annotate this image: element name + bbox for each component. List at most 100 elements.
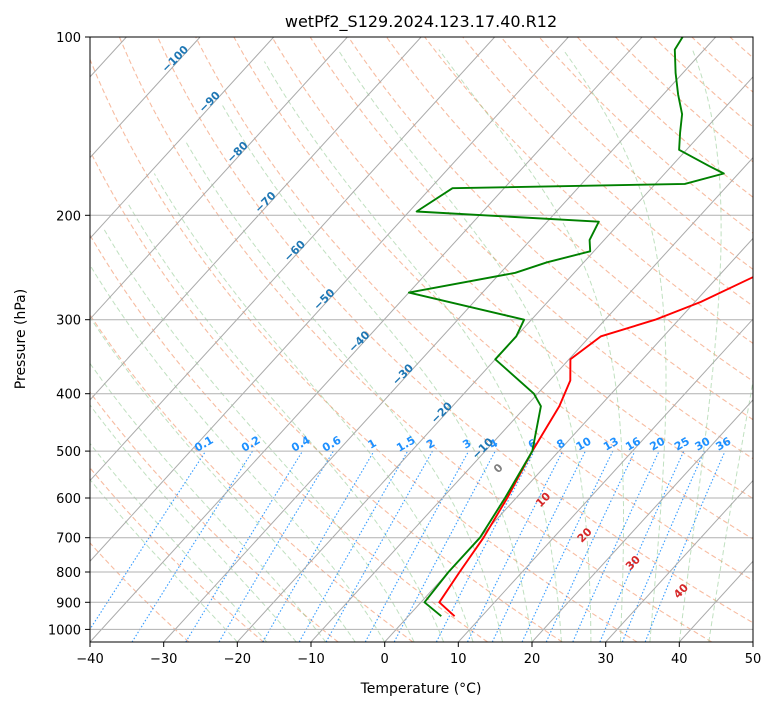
isotherm-line [752,641,753,642]
dry-adiabat-label: −30 [390,361,417,388]
moist-adiabat-label: 10 [533,490,553,510]
dry-adiabat-label: −20 [428,399,455,426]
dry-adiabat-line [615,37,753,163]
isotherm-line [310,156,753,642]
moist-adiabat-label: 30 [623,553,643,573]
mixing-ratio-line [644,450,726,642]
mixing-ratio-line [90,450,207,631]
y-tick-label: 500 [56,445,81,460]
isotherm-line [163,37,717,642]
dry-adiabat-line [233,37,753,540]
dry-adiabat-label: −90 [196,89,223,116]
isotherm-line [531,399,753,642]
profile-lines [407,37,753,617]
mixing-ratio-line [599,450,685,642]
moist-adiabat-label: 0 [491,461,506,476]
x-tick-label: 50 [745,652,762,667]
mixing-ratio-line [572,450,660,642]
mixing-ratio-line [491,450,586,642]
dry-adiabat-line [157,37,753,624]
y-tick-label: 100 [56,31,81,46]
moist-adiabat-line [678,49,722,642]
x-tick-label: 0 [381,652,389,667]
dry-adiabat-line [691,37,753,93]
isotherm-line [90,37,201,159]
plot-frame [89,36,754,643]
mixing-ratio-line [325,450,433,642]
y-axis-label: Pressure (hPa) [13,289,29,389]
background-lines [90,37,775,642]
mixing-ratio-line [185,450,304,642]
mixing-ratio-label: 2 [424,437,437,452]
x-tick-label: −10 [297,652,324,667]
mixing-ratio-line [393,450,496,642]
mixing-ratio-line [521,450,614,642]
dry-adiabat-line [118,37,712,642]
mixing-ratio-line [298,450,409,642]
x-axis-label: Temperature (°C) [360,681,482,697]
isotherm-line [90,37,275,240]
isotherm-line [605,479,753,642]
mixing-ratio-line [467,450,564,642]
y-tick-label: 800 [56,566,81,581]
isotherm-line [457,318,753,642]
dry-adiabat-line [90,467,264,642]
dry-adiabat-label: −40 [346,328,373,355]
dry-adiabat-line [768,37,775,642]
moist-adiabat-line [90,442,268,642]
dry-adiabat-line [386,37,753,382]
mixing-ratio-line [131,450,254,642]
dry-adiabat-line [729,37,753,59]
isotherm-line [90,37,496,482]
dry-adiabat-label: −60 [281,238,308,265]
moist-adiabat-line [562,49,667,642]
dry-adiabat-line [576,37,753,198]
moist-adiabat-line [221,104,533,642]
dry-adiabat-label: −100 [159,43,191,75]
moist-adiabat-line [90,264,386,642]
mixing-ratio-line [435,450,535,642]
moist-adiabat-line [126,201,445,642]
dry-adiabat-line [653,37,753,128]
dry-adiabat-label: −50 [311,286,338,313]
dry-adiabat-line [538,37,753,234]
dry-adiabat-line [424,37,753,345]
x-tick-label: 30 [597,652,614,667]
mixing-ratio-line [218,450,334,642]
mixing-ratio-line [621,450,705,642]
temperature-line [438,276,753,617]
dry-adiabat-label: −80 [224,139,251,166]
moist-adiabat-line [708,378,753,642]
x-tick-label: −40 [76,652,103,667]
x-tick-label: 20 [524,652,541,667]
dry-adiabat-line [462,37,753,307]
y-tick-label: 600 [56,492,81,507]
isotherm-line [90,37,569,562]
x-tick-label: 40 [671,652,688,667]
y-tick-label: 1000 [48,623,81,638]
isotherm-line [90,37,348,320]
moist-adiabat-line [337,49,592,642]
x-tick-label: −20 [224,652,251,667]
x-tick-label: 10 [450,652,467,667]
dry-adiabat-line [309,37,753,460]
isotherm-line [384,237,753,642]
dry-adiabat-line [271,37,753,500]
x-tick-label: −30 [150,652,177,667]
y-tick-label: 400 [56,388,81,403]
dewpoint-line [407,37,725,617]
isotherm-line [90,37,422,401]
y-tick-label: 200 [56,209,81,224]
moist-adiabat-line [263,61,562,642]
moist-adiabat-line [90,362,327,642]
axis-ticks: −40 −30 −20 −10 0 10 20 30 40 5010009008007006005… [48,31,761,667]
dry-adiabat-line [90,313,414,642]
y-tick-label: 900 [56,596,81,611]
moist-adiabat-line [90,478,238,642]
moist-adiabat-line [438,49,624,642]
moist-adiabat-line [153,173,474,642]
dry-adiabat-line [347,37,753,421]
dry-adiabat-line [90,391,339,642]
moist-adiabat-line [90,316,356,642]
